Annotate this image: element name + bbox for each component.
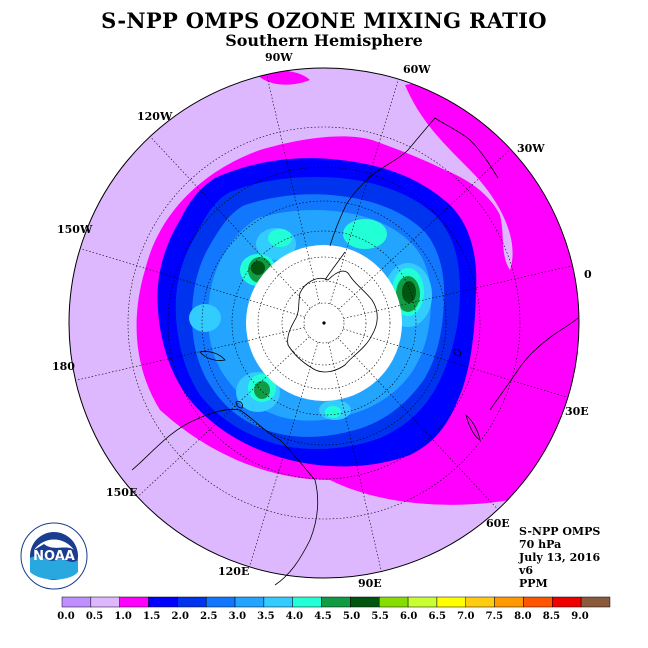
lon-label-120e: 120E xyxy=(218,565,249,578)
lon-label-60e: 60E xyxy=(486,517,510,530)
band-4-0-f xyxy=(325,406,341,418)
new-zealand xyxy=(199,351,226,361)
meridian-line xyxy=(137,336,310,498)
info-units: PPM xyxy=(519,577,548,590)
band-4-0-b xyxy=(268,229,292,247)
antarctic-peninsula xyxy=(324,251,346,281)
lon-label-150e: 150E xyxy=(106,486,137,499)
south-america xyxy=(329,117,499,247)
lon-label-120w: 120W xyxy=(137,110,173,123)
band-4-0-a xyxy=(343,219,387,249)
meridian-line xyxy=(343,328,568,398)
band-4-5-c xyxy=(254,381,270,399)
meridian-line xyxy=(266,74,320,304)
meridian-line xyxy=(328,342,382,572)
coastlines xyxy=(131,117,579,586)
meridian-line xyxy=(337,337,499,510)
meridian-line xyxy=(80,248,305,318)
meridians xyxy=(75,74,573,572)
latitude-circles xyxy=(127,126,521,520)
africa xyxy=(489,317,579,411)
australia xyxy=(131,409,319,586)
noaa-logo-text: NOAA xyxy=(33,549,75,564)
info-date: July 13, 2016 xyxy=(519,551,601,564)
meridian-line xyxy=(338,148,511,310)
meridian-line xyxy=(149,136,311,309)
map-title: S-NPP OMPS OZONE MIXING RATIO xyxy=(101,8,547,33)
lon-label-180: 180 xyxy=(52,360,75,373)
lon-label-90w: 90W xyxy=(265,51,293,64)
antarctica-coastline xyxy=(287,270,378,373)
noaa-logo: NOAA xyxy=(20,522,88,590)
info-pressure-level: 70 hPa xyxy=(519,538,562,551)
info-version: v6 xyxy=(519,564,534,577)
meridian-line xyxy=(75,327,305,381)
lon-label-60w: 60W xyxy=(403,63,431,76)
madagascar xyxy=(465,413,481,441)
map-subtitle: Southern Hemisphere xyxy=(225,31,423,50)
meridian-line xyxy=(249,342,319,567)
lon-label-90e: 90E xyxy=(358,577,382,590)
meridian-line xyxy=(343,265,573,319)
band-5-0-b xyxy=(402,281,416,303)
kerguelen xyxy=(453,349,461,357)
dataset-info: S-NPP OMPS 70 hPa July 13, 2016 v6 PPM xyxy=(519,525,600,590)
band-5-0-a xyxy=(251,261,265,275)
south-pole-point xyxy=(322,321,326,325)
lon-label-30e: 30E xyxy=(565,405,589,418)
band-3-5-e xyxy=(189,304,221,332)
meridian-line xyxy=(329,79,399,304)
lon-label-0: 0 xyxy=(584,268,592,281)
lon-label-30w: 30W xyxy=(517,142,545,155)
info-instrument: S-NPP OMPS xyxy=(519,525,601,538)
lon-label-150w: 150W xyxy=(57,223,93,236)
map-border xyxy=(68,67,580,579)
